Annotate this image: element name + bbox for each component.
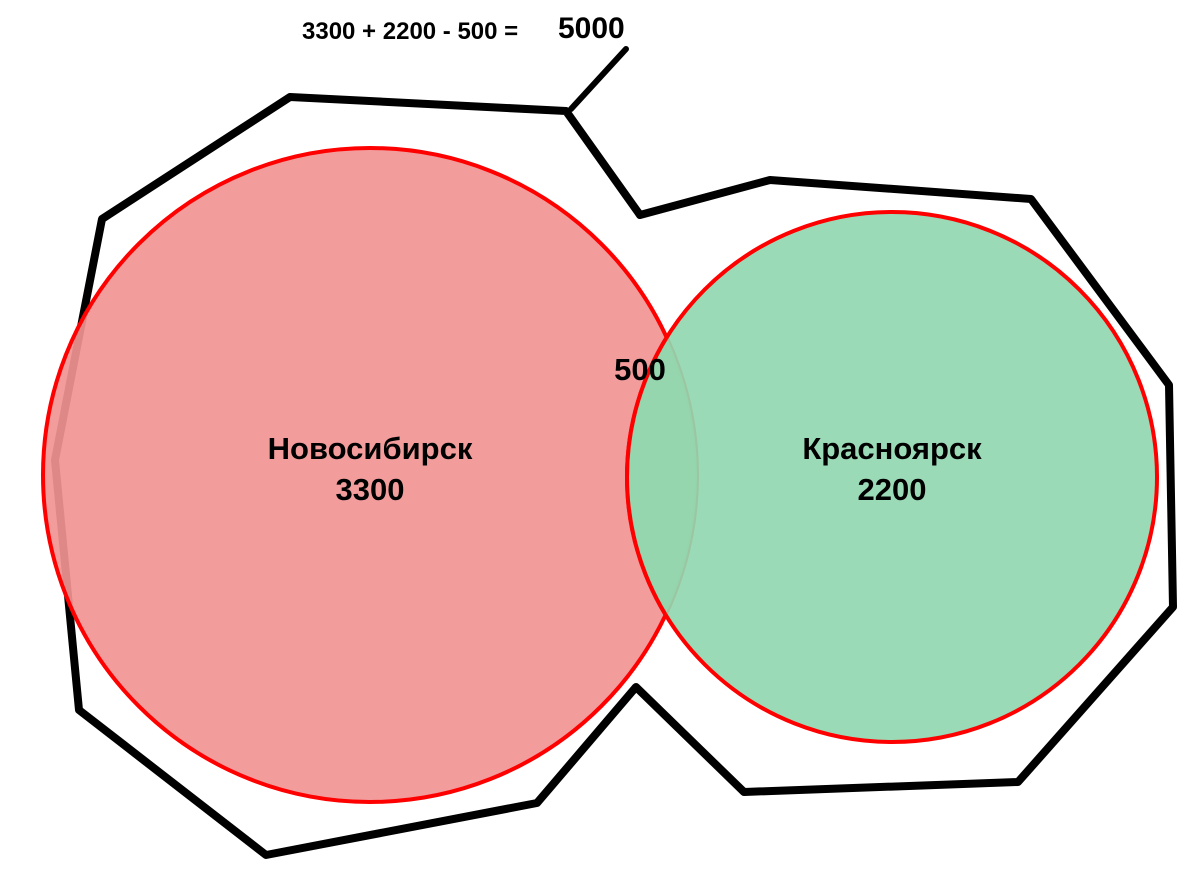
venn-intersection-value: 500: [614, 352, 666, 387]
venn-right-label: Красноярск: [802, 431, 982, 466]
formula-expression: 3300 + 2200 - 500 =: [302, 18, 518, 46]
venn-left-value: 3300: [336, 472, 405, 507]
connector-line: [571, 49, 626, 109]
venn-right-value: 2200: [858, 472, 927, 507]
formula-result: 5000: [558, 12, 625, 46]
venn-diagram: Новосибирск 3300 500 Красноярск 2200: [0, 0, 1198, 877]
venn-left-label: Новосибирск: [268, 431, 473, 466]
